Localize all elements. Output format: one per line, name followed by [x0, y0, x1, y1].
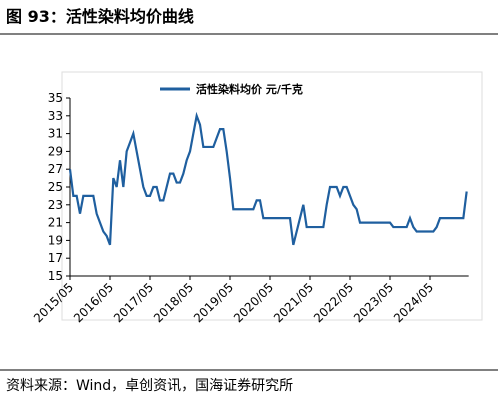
- x-tick-label: 2015/05: [31, 280, 76, 325]
- y-tick-label: 15: [48, 269, 63, 283]
- y-tick-label: 21: [48, 216, 63, 230]
- y-tick-label: 25: [48, 180, 63, 194]
- y-tick-label: 23: [48, 198, 63, 212]
- y-tick-label: 27: [48, 162, 63, 176]
- y-tick-label: 33: [48, 109, 63, 123]
- chart-title: 图 93：活性染料均价曲线: [6, 7, 194, 26]
- x-tick-label: 2016/05: [71, 280, 116, 325]
- x-tick-label: 2021/05: [271, 280, 316, 325]
- series-line: [68, 111, 468, 246]
- y-tick-label: 29: [48, 144, 63, 158]
- x-tick-label: 2023/05: [351, 280, 396, 325]
- y-tick-label: 17: [48, 251, 63, 265]
- source: 资料来源：Wind，卓创资讯，国海证券研究所: [6, 378, 293, 394]
- x-tick-label: 2020/05: [231, 280, 276, 325]
- x-tick-label: 2018/05: [151, 280, 196, 325]
- y-tick-label: 31: [48, 127, 63, 141]
- y-tick-label: 35: [48, 91, 63, 105]
- legend-label: 活性染料均价 元/千克: [196, 82, 303, 96]
- x-tick-label: 2022/05: [311, 280, 356, 325]
- plot-frame: [61, 71, 483, 321]
- x-tick-label: 2019/05: [191, 280, 236, 325]
- x-tick-label: 2017/05: [111, 280, 156, 325]
- y-tick-label: 19: [48, 233, 63, 247]
- x-tick-label: 2024/05: [391, 280, 436, 325]
